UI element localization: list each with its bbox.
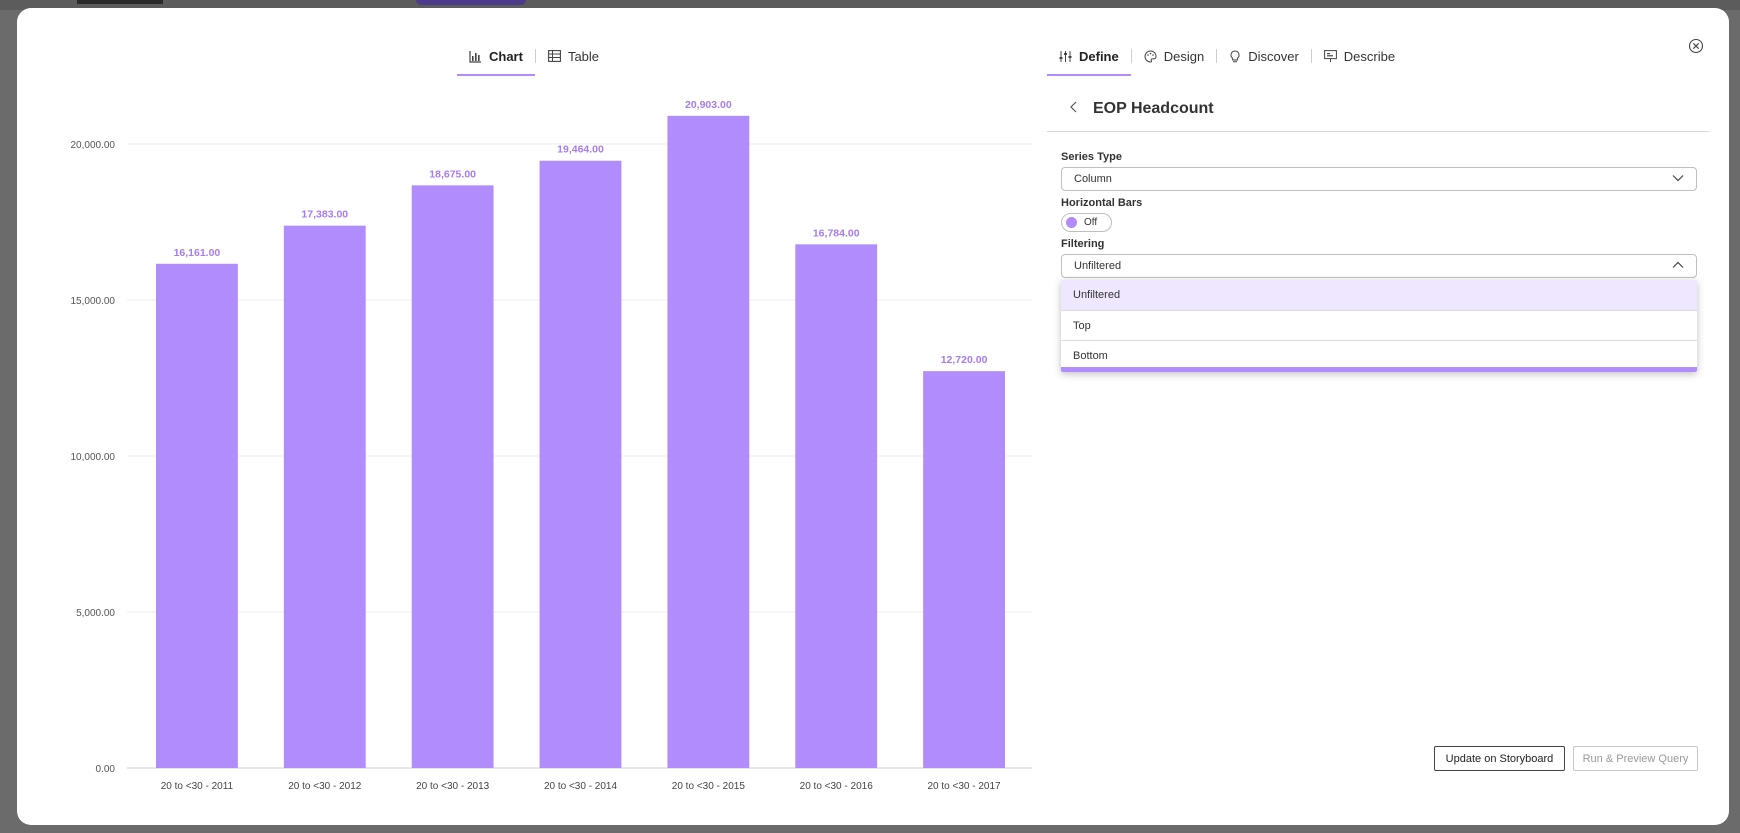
- horizontal-bars-toggle[interactable]: Off: [1061, 213, 1112, 232]
- data-label: 20,903.00: [685, 99, 732, 111]
- data-label: 17,383.00: [301, 209, 348, 221]
- tab-divider: [1130, 49, 1132, 63]
- tab-table-label: Table: [567, 48, 600, 64]
- tab-describe[interactable]: Describe: [1312, 36, 1407, 76]
- x-tick-label: 20 to <30 - 2017: [928, 781, 1002, 792]
- bar-chart: 0.00 5,000.00 10,000.00 15,000.00 20,000.00 1…: [71, 99, 1032, 792]
- bar: [795, 244, 878, 768]
- lightbulb-icon: [1229, 49, 1241, 63]
- background-logo: [77, 0, 163, 4]
- tab-chart-label: Chart: [489, 48, 523, 64]
- chart-editor-modal: Chart Table 0.00 5,000.00 10,000.00 15,000.…: [17, 8, 1729, 825]
- bar-chart-icon: [469, 50, 482, 63]
- filtering-option-unfiltered[interactable]: Unfiltered: [1061, 280, 1697, 310]
- run-preview-query-button[interactable]: Run & Preview Query: [1573, 746, 1698, 771]
- background-button: [416, 0, 526, 5]
- data-label: 16,161.00: [174, 247, 221, 259]
- back-button[interactable]: [1059, 94, 1089, 124]
- tab-design[interactable]: Design: [1132, 36, 1216, 76]
- y-tick-label: 20,000.00: [71, 140, 116, 151]
- filtering-value: Unfiltered: [1074, 260, 1122, 272]
- tab-divider: [534, 49, 536, 63]
- x-tick-label: 20 to <30 - 2012: [288, 781, 362, 792]
- panel-header: EOP Headcount: [1047, 86, 1709, 132]
- tab-design-label: Design: [1163, 48, 1205, 64]
- table-icon: [548, 50, 561, 62]
- x-tick-label: 20 to <30 - 2014: [544, 781, 618, 792]
- palette-icon: [1144, 49, 1157, 63]
- presentation-icon: [1323, 49, 1337, 63]
- chevron-down-icon: [1672, 173, 1684, 185]
- y-tick-label: 0.00: [96, 764, 116, 775]
- tab-discover[interactable]: Discover: [1217, 36, 1311, 76]
- bar: [156, 263, 238, 768]
- horizontal-bars-label: Horizontal Bars: [1061, 197, 1143, 209]
- series-type-select[interactable]: Column: [1061, 167, 1697, 191]
- close-icon[interactable]: [1688, 38, 1706, 56]
- data-label: 16,784.00: [813, 227, 860, 239]
- bar: [923, 371, 1005, 768]
- filtering-option-top[interactable]: Top: [1061, 310, 1697, 340]
- filtering-label: Filtering: [1061, 238, 1105, 250]
- bar: [667, 115, 750, 768]
- tab-divider: [1216, 49, 1218, 63]
- data-label: 18,675.00: [429, 168, 476, 180]
- filtering-option-bottom[interactable]: Bottom: [1061, 340, 1697, 367]
- tab-divider: [1310, 49, 1312, 63]
- series-type-value: Column: [1074, 173, 1112, 185]
- panel-title: EOP Headcount: [1093, 99, 1214, 117]
- chevron-left-icon: [1069, 100, 1079, 118]
- x-tick-label: 20 to <30 - 2011: [161, 781, 234, 792]
- background-app-strip: [0, 0, 1740, 10]
- data-label: 12,720.00: [941, 354, 988, 366]
- panel-tabs: Define Design Discover Describe: [1047, 36, 1407, 76]
- series-type-label: Series Type: [1061, 151, 1122, 163]
- sliders-icon: [1059, 50, 1072, 63]
- x-tick-label: 20 to <30 - 2013: [416, 781, 490, 792]
- y-tick-label: 5,000.00: [76, 608, 115, 619]
- bar: [539, 160, 622, 768]
- tab-chart[interactable]: Chart: [457, 36, 535, 76]
- y-tick-label: 10,000.00: [71, 452, 116, 463]
- bar: [411, 185, 494, 769]
- filtering-select[interactable]: Unfiltered: [1061, 254, 1697, 278]
- tab-table[interactable]: Table: [536, 36, 611, 76]
- x-tick-label: 20 to <30 - 2016: [800, 781, 874, 792]
- x-tick-label: 20 to <30 - 2015: [672, 781, 746, 792]
- toggle-knob: [1066, 217, 1077, 228]
- filtering-dropdown: Unfiltered Top Bottom: [1061, 280, 1697, 372]
- bar: [283, 225, 366, 769]
- data-label: 19,464.00: [557, 144, 604, 156]
- y-tick-label: 15,000.00: [71, 296, 116, 307]
- toggle-state-label: Off: [1084, 217, 1098, 228]
- update-on-storyboard-button[interactable]: Update on Storyboard: [1434, 746, 1565, 771]
- tab-discover-label: Discover: [1248, 48, 1299, 64]
- chart-area: 0.00 5,000.00 10,000.00 15,000.00 20,000.00 1…: [47, 96, 1037, 816]
- tab-describe-label: Describe: [1343, 48, 1396, 64]
- view-tabs: Chart Table: [457, 36, 611, 76]
- tab-define-label: Define: [1079, 48, 1119, 64]
- tab-define[interactable]: Define: [1047, 36, 1131, 76]
- chevron-up-icon: [1672, 260, 1684, 272]
